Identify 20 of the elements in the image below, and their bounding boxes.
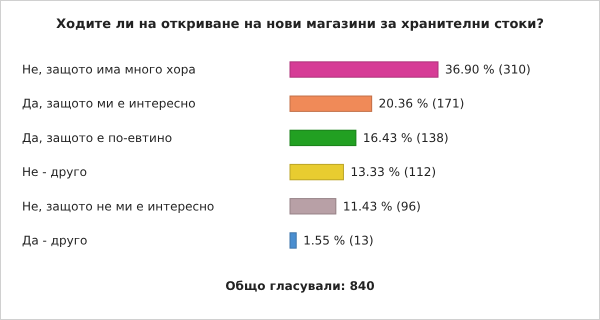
bar: [290, 232, 297, 249]
chart-title: Ходите ли на откриване на нови магазини за хранителни стоки?: [56, 17, 544, 32]
text: Общо гласували: 840: [225, 279, 375, 293]
y-tick-label: Не, защото има много хора: [22, 62, 196, 77]
bar: [290, 164, 344, 180]
y-tick-label: Да - друго: [22, 233, 88, 248]
y-tick-label: Не - друго: [22, 165, 88, 180]
y-tick-label: Не, защото не ми е интересно: [22, 199, 214, 214]
y-tick-label: Да, защото е по-евтино: [22, 130, 172, 145]
bar: [290, 130, 356, 146]
data-label: 16.43 % (138): [362, 130, 449, 145]
data-label: 36.90 % (310): [445, 62, 531, 77]
data-label: 11.43 % (96): [342, 199, 421, 214]
bar: [290, 96, 372, 112]
y-tick-label: Да, защото ми е интересно: [22, 96, 196, 111]
data-label: 20.36 % (171): [378, 96, 464, 111]
bar: [290, 61, 438, 78]
bar: [290, 198, 336, 214]
data-label: 1.55 % (13): [303, 233, 374, 248]
data-label: 13.33 % (112): [350, 165, 436, 180]
